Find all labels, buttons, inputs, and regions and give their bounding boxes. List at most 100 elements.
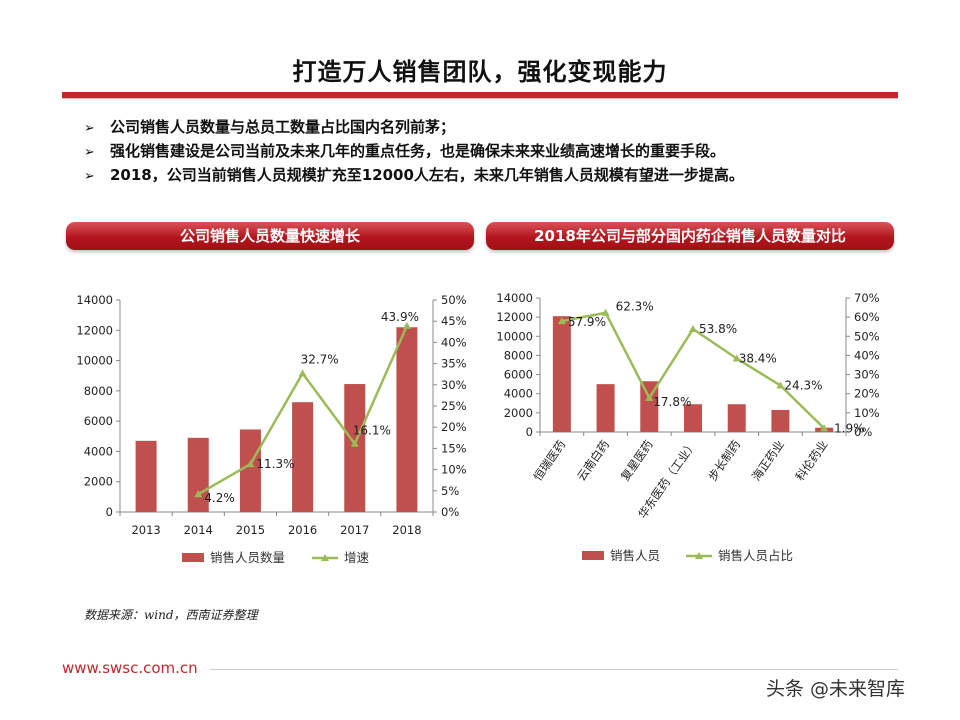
line-data-label: 57.9% xyxy=(568,315,606,329)
chart-1-title: 公司销售人员数量快速增长 xyxy=(66,222,474,250)
legend-line-label: 增速 xyxy=(344,550,370,565)
bar xyxy=(187,437,209,512)
bullet-text: 2018，公司当前销售人员规模扩充至12000人左右，未来几年销售人员规模有望进… xyxy=(110,166,744,184)
line-data-label: 62.3% xyxy=(616,300,654,314)
legend-line-label: 销售人员占比 xyxy=(718,548,793,563)
bar xyxy=(771,409,790,432)
right-axis-tick-label: 50% xyxy=(854,329,880,343)
title-underline-shadow xyxy=(62,98,898,99)
sales-staff-growth-chart: 14000 12000 10000 8000 6000 4000 2000 0 50% 45% 40… xyxy=(76,293,466,565)
page-title: 打造万人销售团队，强化变现能力 xyxy=(292,58,668,86)
arrow-bullet-icon: ➢ xyxy=(84,121,95,136)
legend-line-marker xyxy=(695,552,703,559)
right-axis-tick-label: 5% xyxy=(441,484,459,498)
left-axis-tick-label: 2000 xyxy=(504,406,533,420)
x-axis-category-label: 步长制药 xyxy=(705,438,743,484)
left-axis-tick-label: 6000 xyxy=(504,368,533,382)
left-axis-tick-label: 14000 xyxy=(496,291,533,305)
watermark-text: 头条 @未来智库 xyxy=(766,678,906,700)
legend-bar-swatch xyxy=(582,551,604,560)
line-marker xyxy=(402,321,411,329)
footer-url-link[interactable]: www.swsc.com.cn xyxy=(62,659,198,677)
line-data-label: 24.3% xyxy=(784,378,822,392)
bar xyxy=(344,384,366,512)
left-axis-tick-label: 0 xyxy=(526,425,533,439)
x-axis-category-label: 2014 xyxy=(184,523,213,537)
right-axis-tick-label: 25% xyxy=(441,399,467,413)
line-data-label: 32.7% xyxy=(301,352,339,366)
right-axis-tick-label: 60% xyxy=(854,310,880,324)
x-axis-category-label: 科伦药业 xyxy=(793,438,831,484)
left-axis-tick-label: 6000 xyxy=(84,414,113,428)
left-axis-tick-label: 8000 xyxy=(84,384,113,398)
line-marker xyxy=(601,308,610,316)
bar xyxy=(396,327,418,512)
legend-bar-label: 销售人员数量 xyxy=(210,550,285,565)
left-axis-tick-label: 4000 xyxy=(504,387,533,401)
right-axis-tick-label: 45% xyxy=(441,314,467,328)
right-axis-tick-label: 40% xyxy=(854,348,880,362)
x-axis-category-label: 海正药业 xyxy=(749,438,787,484)
right-axis-tick-label: 0% xyxy=(854,425,872,439)
left-axis-tick-label: 10000 xyxy=(76,354,113,368)
left-axis-tick-label: 12000 xyxy=(76,323,113,337)
right-axis-tick-label: 35% xyxy=(441,357,467,371)
title-underline xyxy=(62,92,898,98)
bullet-list: ➢ 公司销售人员数量与总员工数量占比国内名列前茅； ➢ 强化销售建设是公司当前及未来… xyxy=(84,116,744,188)
line-marker xyxy=(557,317,566,325)
line-data-label: 17.8% xyxy=(653,395,691,409)
right-axis-tick-label: 70% xyxy=(854,291,880,305)
bar xyxy=(727,404,746,432)
bullet-text: 强化销售建设是公司当前及未来几年的重点任务，也是确保未来来业绩高速增长的重要手段… xyxy=(110,142,726,160)
legend-bar-label: 销售人员 xyxy=(610,548,660,563)
line-marker xyxy=(350,439,359,447)
axes-group: 14000 12000 10000 8000 6000 4000 2000 0 50% 45% 40… xyxy=(76,293,466,537)
line-marker xyxy=(820,424,829,432)
left-axis-tick-label: 4000 xyxy=(84,444,113,458)
line-marker xyxy=(776,381,785,389)
right-axis-tick-label: 30% xyxy=(441,378,467,392)
x-axis-category-label: 复星医药 xyxy=(618,438,656,484)
left-axis-tick-label: 14000 xyxy=(76,293,113,307)
x-axis-category-label: 恒瑞医药 xyxy=(530,438,568,484)
line-data-label: 43.9% xyxy=(381,310,419,324)
line-marker xyxy=(732,354,741,362)
right-axis-tick-label: 10% xyxy=(854,406,880,420)
bar xyxy=(596,384,615,432)
left-axis-tick-label: 2000 xyxy=(84,475,113,489)
line-marker xyxy=(298,369,307,377)
arrow-bullet-icon: ➢ xyxy=(84,145,95,160)
x-axis-category-label: 2017 xyxy=(340,523,369,537)
chart-2-title: 2018年公司与部分国内药企销售人员数量对比 xyxy=(486,222,894,250)
line-marker xyxy=(645,393,654,401)
bar xyxy=(552,316,571,432)
line-data-label: 1.9% xyxy=(834,421,865,435)
bar xyxy=(640,381,659,432)
left-axis-tick-label: 10000 xyxy=(496,329,533,343)
legend-bar-swatch xyxy=(182,553,204,562)
right-axis-tick-label: 30% xyxy=(854,368,880,382)
line-marker xyxy=(689,325,697,333)
right-axis-tick-label: 40% xyxy=(441,335,467,349)
left-axis-tick-label: 0 xyxy=(106,505,113,519)
footer-divider xyxy=(210,669,898,670)
bar xyxy=(292,402,314,512)
right-axis-tick-label: 20% xyxy=(854,387,880,401)
arrow-bullet-icon: ➢ xyxy=(84,169,95,184)
bar xyxy=(135,440,157,512)
bar xyxy=(684,404,702,432)
bar xyxy=(239,429,261,512)
sales-staff-comparison-chart: 14000 12000 10000 8000 6000 4000 2000 0 70% 60% 50… xyxy=(496,291,880,563)
right-axis-tick-label: 20% xyxy=(441,420,467,434)
x-axis-category-label: 云南白药 xyxy=(574,438,612,484)
x-axis-category-label: 2016 xyxy=(288,523,317,537)
x-axis-category-label: 2015 xyxy=(236,523,265,537)
x-axis-category-label: 2018 xyxy=(392,523,421,537)
bullet-item: ➢ 公司销售人员数量与总员工数量占比国内名列前茅； xyxy=(84,116,744,140)
line-data-label: 38.4% xyxy=(739,351,777,365)
right-axis-tick-label: 10% xyxy=(441,463,467,477)
right-axis-tick-label: 0% xyxy=(441,505,459,519)
bullet-item: ➢ 2018，公司当前销售人员规模扩充至12000人左右，未来几年销售人员规模有望… xyxy=(84,164,744,188)
left-axis-tick-label: 12000 xyxy=(496,310,533,324)
line-data-label: 4.2% xyxy=(204,491,235,505)
